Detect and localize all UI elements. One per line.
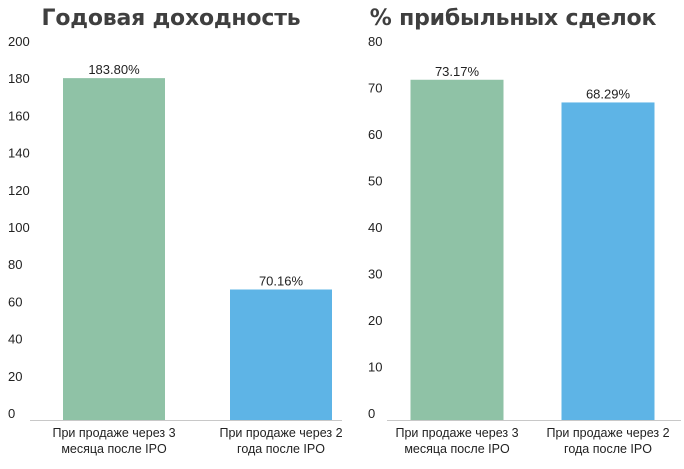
chart-title: Годовая доходность: [41, 6, 301, 31]
bar: [230, 289, 332, 420]
bar: [63, 78, 165, 420]
profitable-trades-plot: 0 10 20 30 40 50 60 70 80 73.17% 68.29%: [368, 34, 681, 421]
y-tick-label: 60: [368, 127, 382, 142]
chart-title: % прибыльных сделок: [369, 6, 657, 31]
data-label: 73.17%: [435, 64, 480, 79]
y-tick-label: 50: [368, 174, 382, 189]
data-label: 68.29%: [586, 86, 631, 101]
data-label: 183.80%: [88, 62, 140, 77]
y-tick-label: 200: [8, 34, 30, 49]
y-tick-label: 140: [8, 146, 30, 161]
y-tick-label: 20: [368, 313, 382, 328]
annual-return-plot: 0 20 40 60 80 100 120 140 160 180 200 183.80% 70.16%: [8, 34, 342, 421]
y-tick-label: 10: [368, 360, 382, 375]
bar: [410, 79, 504, 421]
y-tick-label: 40: [368, 220, 382, 235]
y-tick-label: 70: [368, 81, 382, 96]
y-tick-label: 100: [8, 220, 30, 235]
y-tick-label: 0: [368, 406, 375, 421]
category-label: При продаже через 2 года после IPO: [546, 426, 670, 456]
data-label: 70.16%: [259, 274, 304, 289]
category-label: При продаже через 3 месяца после IPO: [395, 426, 519, 456]
y-tick-label: 60: [8, 294, 22, 309]
category-label: При продаже через 2 года после IPO: [219, 426, 343, 456]
profitable-trades-chart: % прибыльных сделок 0 10 20 30 40 50 60 70 80 73.…: [342, 0, 684, 469]
y-tick-label: 30: [368, 267, 382, 282]
y-tick-label: 0: [8, 406, 15, 421]
annual-return-chart: Годовая доходность 0 20 40 60 80 100 120 140 160…: [8, 6, 343, 456]
y-tick-label: 160: [8, 108, 30, 123]
y-tick-label: 80: [368, 34, 382, 49]
y-tick-label: 20: [8, 369, 22, 384]
y-tick-label: 120: [8, 183, 30, 198]
y-tick-label: 180: [8, 71, 30, 86]
bar: [561, 102, 655, 420]
y-tick-label: 80: [8, 257, 22, 272]
category-label: При продаже через 3 месяца после IPO: [52, 426, 176, 456]
y-tick-label: 40: [8, 332, 22, 347]
